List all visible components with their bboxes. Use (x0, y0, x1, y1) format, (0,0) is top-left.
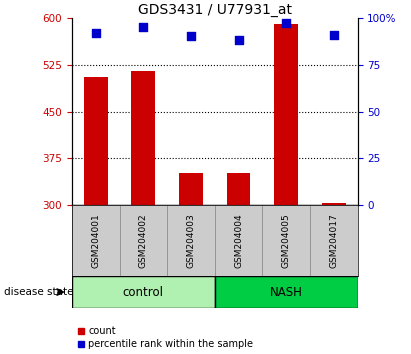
Point (92, 30, 99, 35)
Bar (215, 276, 358, 308)
Legend: count, percentile rank within the sample: count, percentile rank within the sample (77, 326, 254, 349)
Text: GSM204003: GSM204003 (187, 213, 196, 268)
Bar (215, 205, 262, 276)
Bar (262, 205, 310, 276)
Bar (84, 77, 108, 205)
Bar (167, 205, 215, 276)
Text: GSM204005: GSM204005 (282, 213, 291, 268)
Text: GSM204001: GSM204001 (91, 213, 100, 268)
Text: NASH: NASH (270, 286, 302, 298)
Text: GSM204002: GSM204002 (139, 213, 148, 268)
Bar (322, 204, 346, 205)
Bar (132, 71, 155, 205)
Title: GDS3431 / U77931_at: GDS3431 / U77931_at (138, 3, 292, 17)
Text: GSM204004: GSM204004 (234, 213, 243, 268)
Text: control: control (123, 286, 164, 298)
Bar (72, 205, 120, 276)
Point (283, 21, 289, 26)
Point (140, 24, 147, 30)
Bar (310, 205, 358, 276)
Text: GSM204017: GSM204017 (329, 213, 338, 268)
Bar (226, 173, 250, 205)
Bar (72, 276, 215, 308)
Text: disease state: disease state (4, 287, 74, 297)
Bar (120, 205, 167, 276)
Bar (179, 173, 203, 205)
Point (188, 34, 194, 39)
Bar (274, 24, 298, 205)
Point (330, 32, 337, 38)
Point (235, 38, 242, 43)
